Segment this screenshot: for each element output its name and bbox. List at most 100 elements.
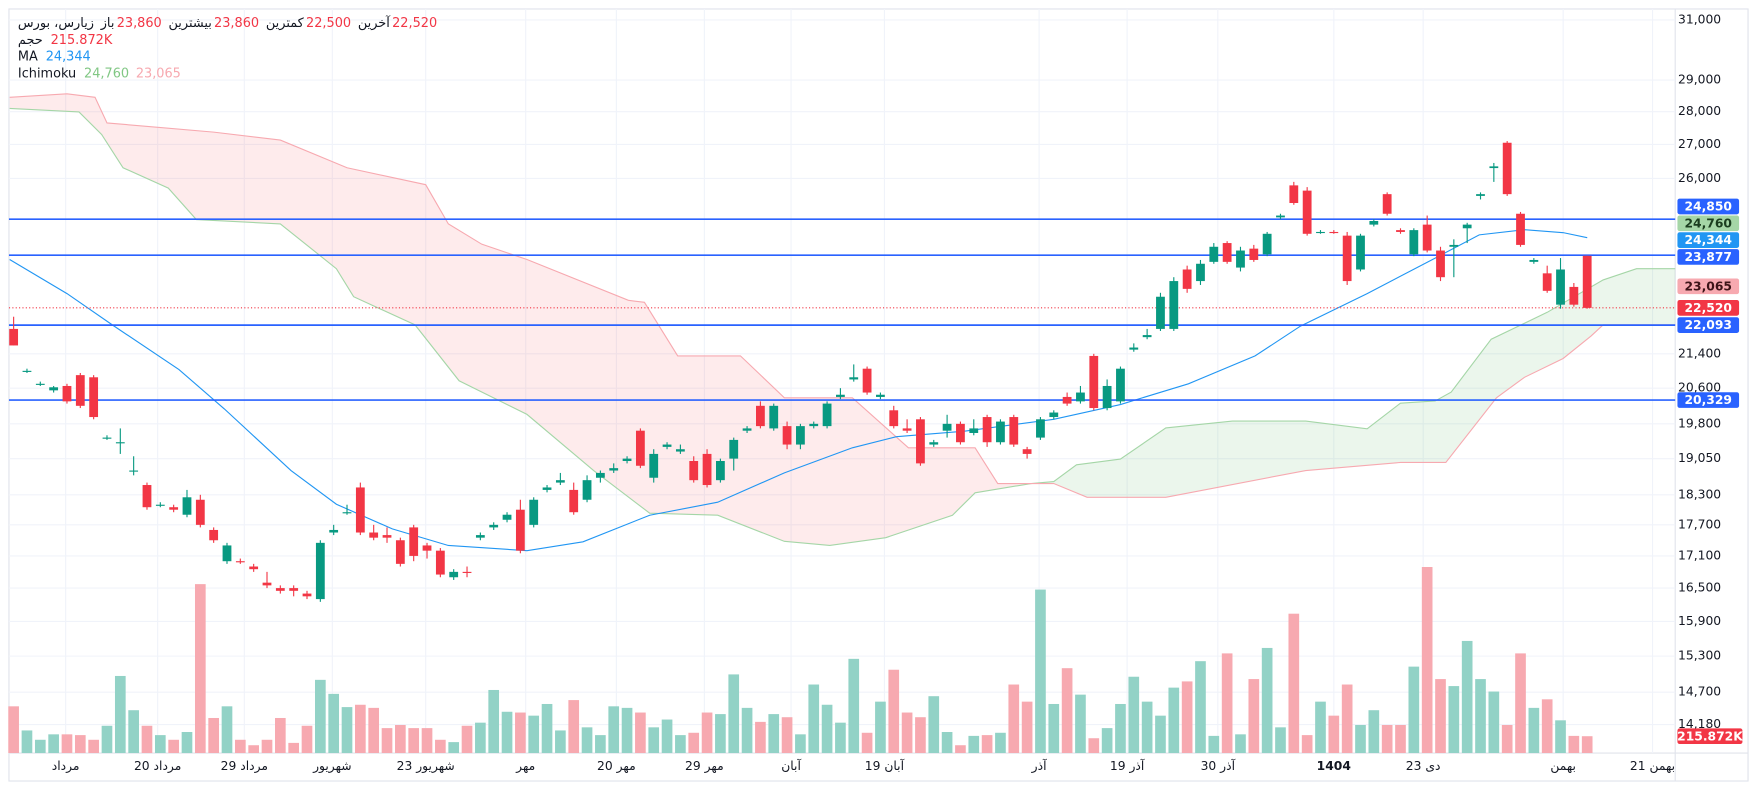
volume-bar bbox=[715, 714, 726, 754]
volume-bar bbox=[1248, 679, 1260, 754]
y-tick-label: 17,100 bbox=[1678, 548, 1721, 562]
indicator-value: 24,344 bbox=[46, 50, 91, 65]
volume-bar bbox=[1408, 666, 1420, 754]
price-badge-label: 24,850 bbox=[1684, 200, 1732, 214]
volume-bar bbox=[208, 717, 219, 754]
volume-bar bbox=[1461, 640, 1473, 754]
candle-body bbox=[796, 426, 805, 445]
candle-body bbox=[689, 460, 699, 481]
candle-body bbox=[1582, 255, 1592, 308]
candle-body bbox=[1556, 269, 1565, 305]
volume-bar bbox=[141, 725, 153, 754]
candle-body bbox=[222, 545, 232, 562]
volume-bar bbox=[1128, 676, 1140, 754]
x-tick-label: 20 مرداد bbox=[134, 759, 181, 774]
candle-body bbox=[769, 405, 779, 429]
volume-bar bbox=[1368, 710, 1380, 754]
volume-bar bbox=[661, 719, 673, 754]
candle-body bbox=[1289, 185, 1299, 204]
x-tick-label: 21 بهمن bbox=[1630, 759, 1675, 774]
volume-bar bbox=[1315, 701, 1326, 754]
x-tick-label: 23 دی bbox=[1406, 759, 1441, 773]
volume-bar bbox=[741, 707, 753, 754]
candle-body bbox=[996, 421, 1005, 443]
volume-bar bbox=[728, 674, 740, 754]
candle-body bbox=[289, 588, 299, 591]
volume-bar bbox=[1261, 647, 1273, 754]
volume-bar bbox=[1288, 613, 1300, 754]
volume-bar bbox=[1141, 701, 1153, 754]
candle-body bbox=[129, 470, 139, 472]
price-badge-label: 20,329 bbox=[1684, 393, 1732, 407]
volume-bar bbox=[1448, 686, 1460, 754]
volume-bar bbox=[621, 707, 633, 754]
candle-body bbox=[329, 529, 339, 533]
volume-bar bbox=[234, 739, 246, 754]
volume-bar bbox=[21, 730, 33, 754]
volume-bar bbox=[1088, 738, 1100, 754]
y-tick-label: 16,500 bbox=[1678, 581, 1721, 595]
candle-body bbox=[515, 509, 525, 551]
x-tick-label: 19 آبان bbox=[865, 758, 905, 773]
candle-body bbox=[1409, 230, 1419, 255]
candle-body bbox=[729, 439, 739, 459]
candle-body bbox=[395, 540, 405, 564]
candle-body bbox=[115, 442, 125, 444]
candle-body bbox=[1089, 355, 1099, 409]
price-lines bbox=[8, 218, 1676, 552]
volume-bar bbox=[1555, 720, 1566, 754]
moving-average bbox=[9, 229, 1588, 552]
candle-body bbox=[75, 375, 85, 406]
candle-body bbox=[1076, 392, 1085, 402]
field-value: 22,500 bbox=[306, 16, 351, 31]
price-badge bbox=[1677, 300, 1740, 316]
volume-bar bbox=[1301, 735, 1313, 754]
candle-body bbox=[1462, 224, 1472, 229]
volume-bar bbox=[221, 706, 233, 754]
volume-bar bbox=[368, 707, 380, 754]
candle-body bbox=[1222, 243, 1232, 262]
candle-body bbox=[169, 507, 179, 510]
candle-body bbox=[195, 499, 205, 525]
candle-body bbox=[22, 370, 32, 372]
candle-body bbox=[1049, 412, 1059, 418]
volume-bar bbox=[448, 742, 460, 754]
candle-body bbox=[49, 387, 59, 391]
volume-bar bbox=[1008, 684, 1020, 754]
candle-body bbox=[902, 428, 912, 431]
volume-bar bbox=[1048, 703, 1060, 754]
volume-bar bbox=[1568, 735, 1580, 754]
candle-body bbox=[862, 368, 872, 393]
y-tick-label: 31,000 bbox=[1678, 12, 1721, 26]
volume-bar bbox=[755, 721, 766, 754]
volume-bar bbox=[1168, 687, 1180, 754]
volume-bar bbox=[995, 732, 1006, 754]
price-badge bbox=[1677, 249, 1740, 265]
volume-bar bbox=[1101, 728, 1113, 754]
indicator-value: 24,760 bbox=[84, 66, 129, 81]
indicator-name: Ichimoku bbox=[18, 66, 76, 81]
candle-body bbox=[1369, 220, 1379, 225]
field-label: بیشترین bbox=[168, 16, 211, 31]
volume-bar bbox=[248, 745, 259, 754]
volume-bar bbox=[395, 724, 406, 754]
candle-body bbox=[1502, 142, 1512, 195]
volume-bar bbox=[635, 712, 646, 754]
volume-bar bbox=[1035, 589, 1046, 754]
volume-bar bbox=[901, 712, 913, 754]
candle-body bbox=[382, 535, 392, 538]
candles bbox=[9, 141, 1592, 602]
candle-body bbox=[155, 504, 165, 506]
y-tick-label: 18,300 bbox=[1678, 487, 1721, 501]
volume-bar bbox=[1528, 707, 1540, 754]
volume-bar bbox=[194, 584, 206, 754]
volume-bar bbox=[275, 717, 286, 754]
candle-body bbox=[182, 497, 192, 515]
candle-body bbox=[1129, 347, 1139, 350]
cloud-segment bbox=[9, 93, 1033, 546]
candle-body bbox=[355, 487, 365, 533]
volume-bar bbox=[114, 675, 126, 754]
symbol: زیارس، بورس bbox=[18, 16, 94, 31]
volume-bar bbox=[261, 739, 273, 754]
price-badge-label: 22,093 bbox=[1684, 318, 1732, 332]
